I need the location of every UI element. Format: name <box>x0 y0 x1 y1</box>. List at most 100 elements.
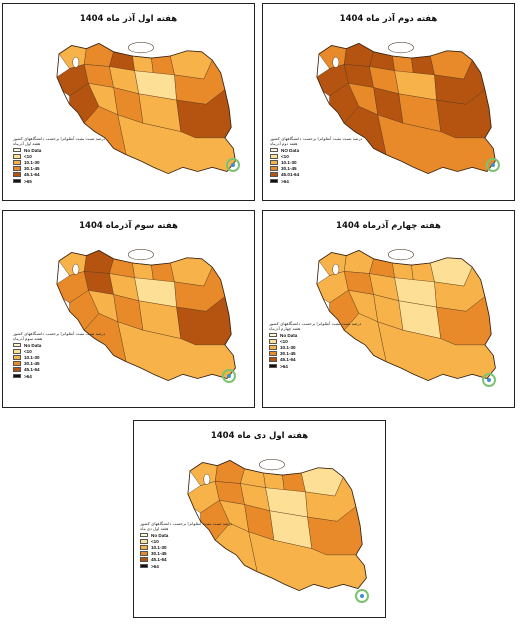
legend-swatch <box>269 357 277 363</box>
legend-heading: درصد تست مثبت آنفلوانزا برحسب دانشگاههای… <box>13 136 106 141</box>
legend-swatch <box>269 363 277 369</box>
legend-item: >65 <box>13 178 105 184</box>
iran-choropleth-map <box>316 42 496 175</box>
legend-label: 45.01-64 <box>281 172 300 178</box>
legend-swatch <box>140 563 148 569</box>
legend-subheading: هفته سوم آذرماه <box>13 336 43 341</box>
legend-label: No Data <box>24 147 42 153</box>
legend-swatch <box>140 545 148 550</box>
legend-label: 10.1-30 <box>281 159 297 165</box>
legend-heading: درصد تست مثبت آنفلوانزا برحسب دانشگاههای… <box>269 321 362 326</box>
map-panel-week2-azar: هفته دوم آذر ماه 1404 درصد تست مثبت آنفل… <box>262 3 515 201</box>
map-legend: درصد تست مثبت آنفلوانزا برحسب دانشگاههای… <box>13 331 105 379</box>
ministry-logo <box>221 369 237 387</box>
legend-item: 45.1-64 <box>269 357 361 363</box>
iran-choropleth-map <box>316 249 496 382</box>
legend-swatch <box>269 351 277 357</box>
legend-item: <10 <box>140 538 232 544</box>
legend-item: No Data <box>269 332 361 338</box>
legend-label: 45.1-64 <box>280 357 296 363</box>
legend-swatch <box>269 338 277 344</box>
legend-item: No Data <box>13 342 105 348</box>
legend-subheading: هفته اول آذرماه <box>13 141 41 146</box>
legend-label: 30.1-45 <box>24 166 40 172</box>
legend-label: >64 <box>24 373 32 379</box>
legend-item: 10.1-30 <box>13 354 105 360</box>
legend-swatch <box>140 532 148 538</box>
panel-title: هفته سوم آذرماه 1404 <box>79 221 178 231</box>
panel-title: هفته چهارم آذرماه 1404 <box>336 221 441 231</box>
legend-label: 10.1-30 <box>151 544 167 550</box>
legend-item: 45.1-64 <box>13 172 105 178</box>
map-panel-week1-azar: هفته اول آذر ماه 1404 درصد تست مثبت آنفل… <box>2 3 255 201</box>
caspian-sea <box>128 249 154 261</box>
legend-subheading: هفته دوم آذرماه <box>270 141 298 146</box>
legend-item: 10.1-30 <box>13 159 105 165</box>
legend-item: 30.1-45 <box>13 361 105 367</box>
legend-item: 10.1-30 <box>140 544 232 550</box>
lake-urmia <box>72 263 80 275</box>
ministry-logo <box>225 158 241 176</box>
legend-item: No Data <box>13 147 105 153</box>
iran-choropleth-map <box>56 249 236 382</box>
legend-swatch <box>140 551 148 557</box>
province-region <box>83 250 114 274</box>
lake-urmia <box>332 56 340 68</box>
legend-subheading: هفته چهارم آذرماه <box>269 326 301 331</box>
legend-heading: درصد تست مثبت آنفلوانزا برحسب دانشگاههای… <box>13 331 106 336</box>
map-legend: درصد تست مثبت آنفلوانزا برحسب دانشگاههای… <box>140 521 232 569</box>
legend-swatch <box>270 178 278 184</box>
legend-item: 10.1-30 <box>269 344 361 350</box>
legend-label: >64 <box>280 363 288 369</box>
lake-urmia <box>332 263 340 275</box>
legend-label: <10 <box>151 538 159 544</box>
legend-label: No Data <box>24 342 42 348</box>
legend-label: 30.1-45 <box>24 361 40 367</box>
map-legend: درصد تست مثبت آنفلوانزا برحسب دانشگاههای… <box>269 321 361 369</box>
legend-swatch <box>270 160 278 165</box>
legend-swatch <box>13 166 21 172</box>
map-panel-week1-dey: هفته اول دی ماه 1404 درصد تست مثبت آنفلو… <box>133 420 386 618</box>
legend-swatch <box>269 345 277 350</box>
legend-item: >64 <box>140 563 232 569</box>
legend-swatch <box>13 348 21 354</box>
legend-item: >64 <box>270 178 362 184</box>
legend-item: <10 <box>269 338 361 344</box>
legend-item: 45.1-64 <box>140 557 232 563</box>
legend-item: >64 <box>13 373 105 379</box>
legend-item: 10.1-30 <box>270 159 362 165</box>
legend-swatch <box>13 160 21 165</box>
country-outline <box>187 459 367 592</box>
legend-item: 30.1-45 <box>269 351 361 357</box>
caspian-sea <box>259 459 285 471</box>
legend-swatch <box>140 538 148 544</box>
legend-item: 30.1-45 <box>13 166 105 172</box>
legend-swatch <box>13 361 21 367</box>
legend-item: <10 <box>13 153 105 159</box>
legend-item: 45.01-64 <box>270 172 362 178</box>
legend-label: 10.1-30 <box>24 354 40 360</box>
province-region <box>83 43 114 67</box>
caspian-sea <box>128 42 154 54</box>
map-panel-week3-azar: هفته سوم آذرماه 1404 درصد تست مثبت آنفلو… <box>2 210 255 408</box>
ministry-logo <box>485 158 501 176</box>
legend-swatch <box>13 153 21 159</box>
legend-label: 30.1-45 <box>280 351 296 357</box>
legend-subheading: هفته اول دی ماه <box>140 526 169 531</box>
legend-item: <10 <box>13 348 105 354</box>
legend-swatch <box>269 332 277 338</box>
legend-label: >65 <box>24 178 32 184</box>
lake-urmia <box>72 56 80 68</box>
ministry-logo <box>354 589 370 607</box>
legend-swatch <box>13 355 21 360</box>
ministry-logo <box>481 373 497 391</box>
legend-label: <10 <box>280 338 288 344</box>
legend-label: <10 <box>24 348 32 354</box>
legend-label: >64 <box>151 563 159 569</box>
legend-swatch <box>270 153 278 159</box>
legend-item: 30.1-45 <box>140 551 232 557</box>
legend-swatch <box>13 342 21 348</box>
province-region <box>343 43 374 67</box>
legend-item: No Data <box>140 532 232 538</box>
legend-heading: درصد تست مثبت آنفلوانزا برحسب دانشگاههای… <box>270 136 363 141</box>
